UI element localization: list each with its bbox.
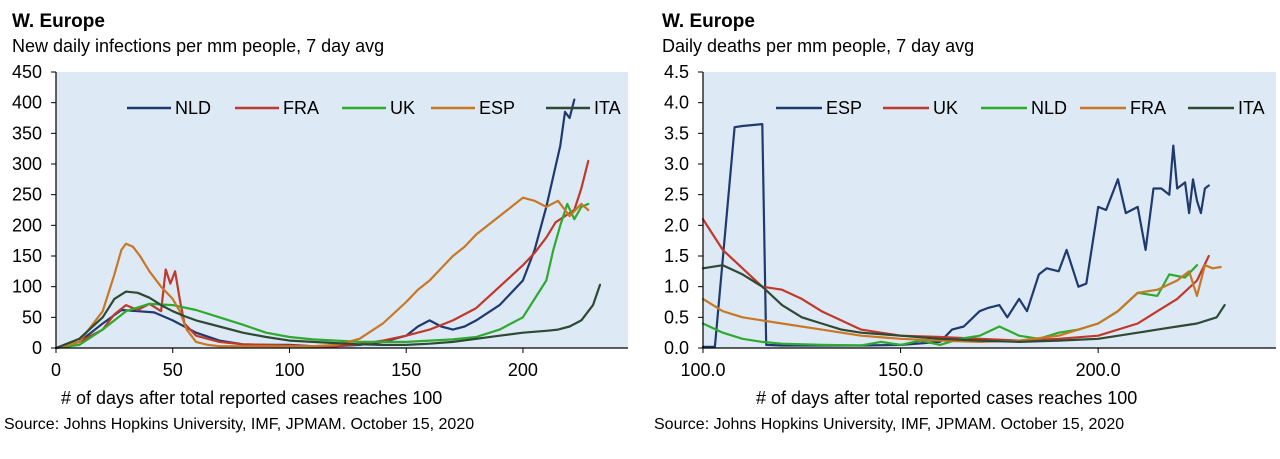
y-tick-label: 100 (12, 277, 42, 297)
source-note: Source: Johns Hopkins University, IMF, J… (654, 416, 1125, 433)
y-tick-label: 450 (12, 62, 42, 82)
y-tick-label: 50 (22, 307, 42, 327)
chart-subtitle: New daily infections per mm people, 7 da… (12, 36, 385, 56)
legend-label-fra: FRA (1130, 98, 1166, 118)
series-line-uk (54, 202, 590, 350)
y-tick-label: 250 (12, 185, 42, 205)
x-tick-label: 150 (391, 360, 421, 380)
y-tick-label: 0.0 (664, 338, 689, 358)
legend-label-esp: ESP (826, 98, 862, 118)
x-axis-label: # of days after total reported cases rea… (756, 388, 1138, 408)
y-tick-label: 3.0 (664, 154, 689, 174)
y-tick-label: 0.5 (664, 307, 689, 327)
chart-subtitle: Daily deaths per mm people, 7 day avg (662, 36, 975, 56)
chart-title: W. Europe (12, 11, 105, 32)
series-line-fra (701, 264, 1222, 343)
legend-label-esp: ESP (479, 98, 515, 118)
legend-label-nld: NLD (175, 98, 211, 118)
y-tick-label: 300 (12, 154, 42, 174)
deaths-chart: 0.0 0.5 1.0 1.5 2.0 2.5 3.0 3.5 4.0 4.5 100.0 150.0… (664, 62, 1276, 380)
x-tick-label: 100 (274, 360, 304, 380)
legend-label-ita: ITA (1238, 98, 1265, 118)
y-tick-label: 4.0 (664, 93, 689, 113)
source-note: Source: Johns Hopkins University, IMF, J… (4, 416, 475, 433)
y-tick-label: 1.0 (664, 277, 689, 297)
legend-label-fra: FRA (283, 98, 319, 118)
y-tick-label: 350 (12, 123, 42, 143)
legend-label-ita: ITA (594, 98, 621, 118)
y-tick-label: 400 (12, 93, 42, 113)
plot-area (703, 72, 1276, 348)
series-line-ita (54, 283, 602, 350)
legend-label-nld: NLD (1031, 98, 1067, 118)
series-line-esp (54, 196, 590, 350)
x-axis-label: # of days after total reported cases rea… (61, 388, 443, 408)
y-tick-label: 4.5 (664, 62, 689, 82)
deaths-chart-panel: W. Europe Daily deaths per mm people, 7 … (648, 0, 1280, 459)
legend-label-uk: UK (933, 98, 958, 118)
legend-label-uk: UK (390, 98, 415, 118)
x-tick-label: 200 (508, 360, 538, 380)
x-tick-label: 50 (163, 360, 183, 380)
x-tick-label: 150.0 (878, 360, 923, 380)
y-tick-label: 3.5 (664, 123, 689, 143)
y-tick-label: 2.5 (664, 185, 689, 205)
y-tick-label: 150 (12, 246, 42, 266)
y-tick-label: 2.0 (664, 215, 689, 235)
chart-title: W. Europe (662, 11, 755, 32)
series-line-ita (701, 264, 1226, 343)
y-tick-label: 1.5 (664, 246, 689, 266)
x-tick-label: 200.0 (1076, 360, 1121, 380)
x-tick-label: 100.0 (680, 360, 725, 380)
y-tick-label: 0 (32, 338, 42, 358)
infections-chart-panel: W. Europe New daily infections per mm pe… (4, 11, 628, 433)
x-tick-label: 0 (51, 360, 61, 380)
y-tick-label: 200 (12, 215, 42, 235)
infections-chart: 0 50 100 150 200 250 300 350 400 450 0 50 100 150 200 N… (12, 62, 628, 380)
